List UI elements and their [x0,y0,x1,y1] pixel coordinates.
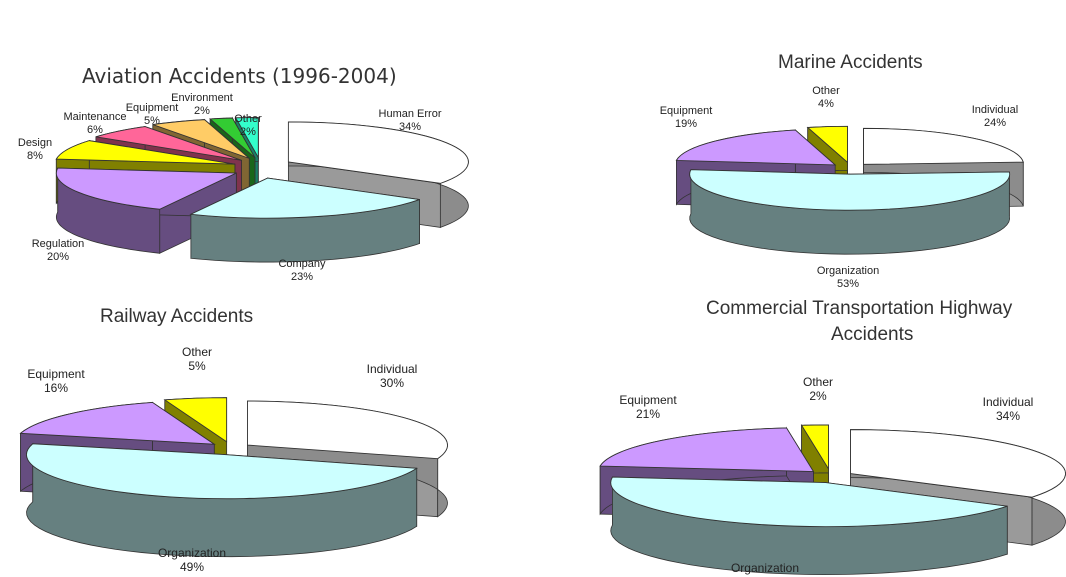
slice-label-organization: Organization [731,561,799,575]
slice-label-other: Other [803,375,833,389]
slice-label-equipment: Equipment [660,105,713,117]
slice-value-other: 2% [809,389,827,403]
slice-value-equipment: 16% [44,381,68,395]
slice-label-organization: Organization [817,265,879,277]
slice-value-company: 23% [291,271,313,283]
slice-value-individual: 34% [996,409,1020,423]
slice-value-individual: 24% [984,117,1006,129]
pie-slice-organization [610,476,1008,576]
slice-label-other: Other [812,85,840,97]
slice-value-other: 5% [188,359,206,373]
slice-value-equipment: 19% [675,118,697,130]
slice-label-design: Design [18,137,52,149]
slice-value-other: 2% [240,126,256,138]
slice-label-equipment: Equipment [126,102,179,114]
slice-value-design: 8% [27,150,43,162]
slice-value-other: 4% [818,98,834,110]
chart-title-highway-line2: Accidents [831,324,914,345]
slice-label-equipment: Equipment [27,367,85,381]
pie-slice-company [189,177,420,263]
slice-value-equipment: 21% [636,407,660,421]
slice-label-human-error: Human Error [379,108,442,120]
slice-label-individual: Individual [983,395,1034,409]
slice-value-equipment: 5% [144,115,160,127]
pie-slice-organization [26,442,419,558]
pie-slice-organization [689,169,1011,255]
slice-label-other: Other [182,345,212,359]
slice-value-environment: 2% [194,105,210,117]
chart-title-highway-line1: Commercial Transportation Highway [706,298,1013,319]
slice-label-maintenance: Maintenance [64,111,127,123]
chart-title-railway: Railway Accidents [100,306,254,327]
slice-label-environment: Environment [171,92,233,104]
slice-label-organization: Organization [158,546,226,560]
slice-label-other: Other [234,113,262,125]
slice-value-maintenance: 6% [87,124,103,136]
slice-label-equipment: Equipment [619,393,677,407]
slice-value-human-error: 34% [399,121,421,133]
slice-label-regulation: Regulation [32,238,85,250]
chart-title-aviation: Aviation Accidents (1996-2004) [82,64,397,88]
slice-label-company: Company [278,258,326,270]
slice-value-individual: 30% [380,376,404,390]
slice-label-individual: Individual [972,104,1018,116]
slice-value-organization: 53% [837,278,859,290]
slice-label-individual: Individual [367,362,418,376]
slice-value-organization: 49% [180,560,204,574]
chart-title-marine: Marine Accidents [778,52,923,73]
slice-value-regulation: 20% [47,251,69,263]
